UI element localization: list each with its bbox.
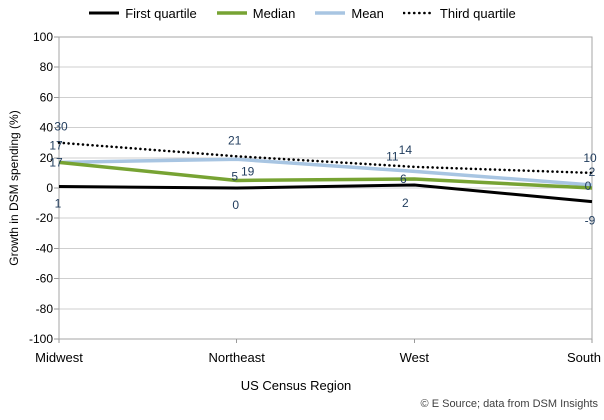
- data-label-median: 6: [400, 172, 407, 186]
- legend-line-sample-median: [216, 11, 247, 15]
- data-label-median: 5: [231, 169, 238, 183]
- y-axis-title: Growth in DSM spending (%): [7, 110, 21, 266]
- data-label-third-quartile: 21: [228, 133, 242, 147]
- y-tick-label: 100: [33, 30, 53, 44]
- x-category-label: West: [400, 350, 430, 365]
- x-axis-title: US Census Region: [240, 378, 352, 393]
- legend-line-sample-third-quartile: [402, 11, 435, 15]
- data-label-first-quartile: 1: [55, 196, 62, 210]
- y-tick-label: 60: [40, 90, 54, 104]
- line-mean: [58, 157, 593, 187]
- y-tick-label: 40: [40, 121, 54, 135]
- y-tick-label: -60: [36, 272, 54, 286]
- data-label-mean: 11: [386, 149, 399, 163]
- y-tick-label: -100: [29, 332, 53, 346]
- data-label-mean: 2: [589, 165, 596, 179]
- data-label-first-quartile: 2: [402, 196, 409, 210]
- data-label-first-quartile: -9: [585, 214, 596, 228]
- data-label-median: 17: [49, 155, 63, 169]
- legend-line-sample-mean: [315, 11, 346, 15]
- legend-item-median: Median: [216, 5, 296, 21]
- legend-item-first-quartile: First quartile: [88, 6, 197, 21]
- data-label-third-quartile: 30: [54, 120, 68, 134]
- legend-item-mean: Mean: [314, 6, 384, 21]
- legend-label-median: Median: [252, 5, 296, 21]
- legend-label-first-quartile: First quartile: [125, 5, 197, 21]
- x-category-label: Midwest: [35, 350, 83, 365]
- y-tick-label: 20: [40, 151, 54, 165]
- line-median: [58, 160, 593, 190]
- y-tick-label: 0: [46, 181, 53, 195]
- legend: First quartile Median Mean Third quartil…: [0, 3, 604, 23]
- data-label-first-quartile: 0: [232, 198, 239, 212]
- legend-item-third-quartile: Third quartile: [402, 5, 516, 21]
- y-tick-label: -40: [36, 241, 54, 255]
- data-label-third-quartile: 10: [583, 151, 597, 165]
- y-tick-label: 80: [40, 60, 54, 74]
- y-tick-label: -20: [36, 211, 54, 225]
- data-label-median: 0: [585, 179, 592, 193]
- data-label-mean: 19: [241, 164, 255, 178]
- line-first-quartile: [58, 183, 593, 204]
- y-tick-label: -80: [36, 302, 54, 316]
- legend-label-mean: Mean: [351, 5, 384, 21]
- x-category-label: Northeast: [208, 350, 265, 365]
- x-category-label: South: [567, 350, 601, 365]
- legend-label-third-quartile: Third quartile: [439, 5, 516, 21]
- data-label-third-quartile: 14: [399, 143, 413, 157]
- legend-line-sample-first-quartile: [89, 11, 120, 15]
- data-label-mean: 17: [49, 138, 63, 152]
- source-attribution: © E Source; data from DSM Insights: [420, 398, 598, 410]
